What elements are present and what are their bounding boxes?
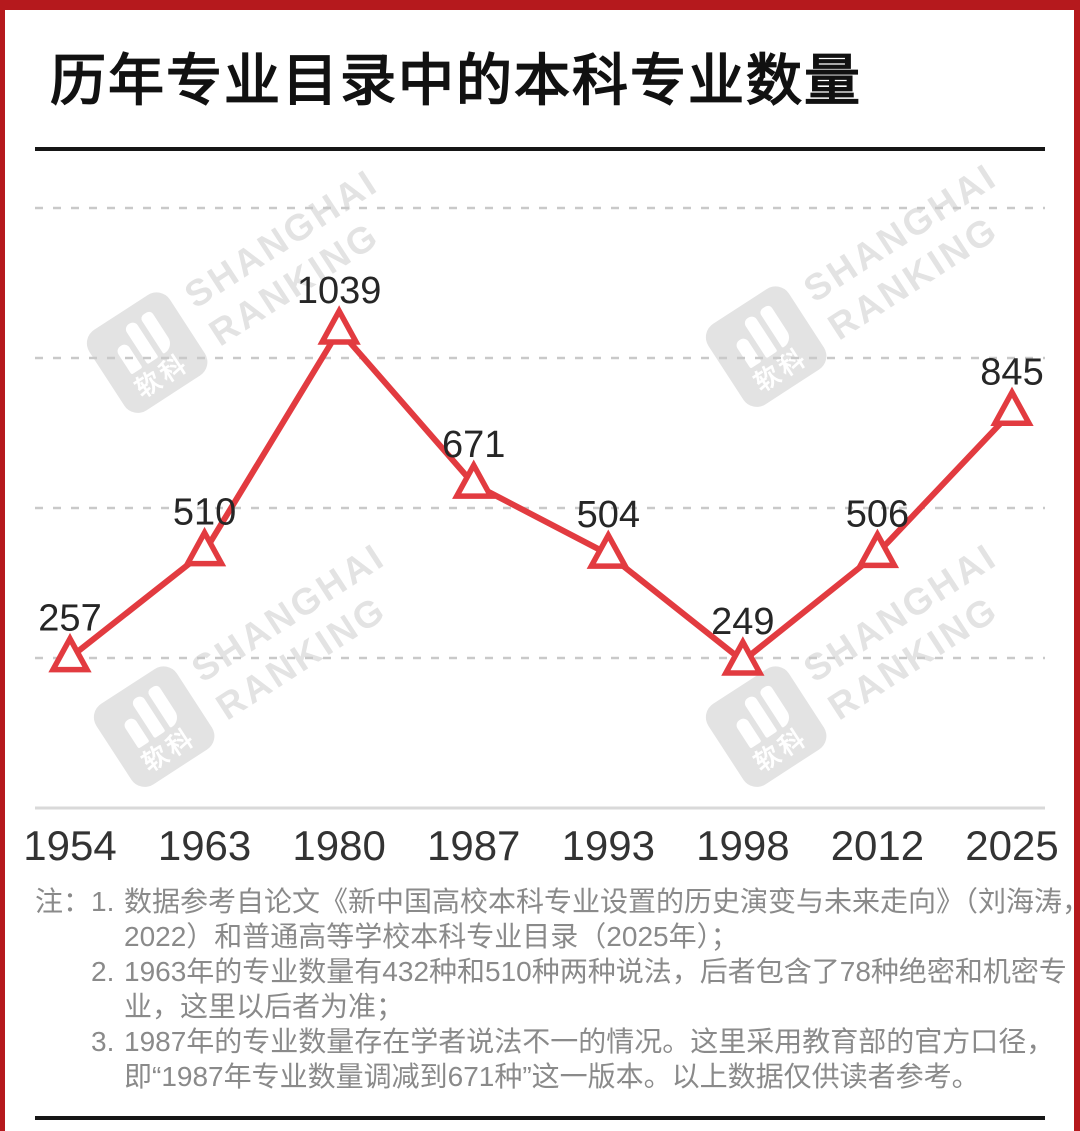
value-label: 845 [980, 351, 1043, 393]
footnote-item: 2. 1963年的专业数量有432种和510种两种说法，后者包含了78种绝密和机密… [91, 954, 1080, 1024]
value-label: 510 [173, 492, 236, 534]
data-marker [586, 529, 630, 569]
value-label: 506 [846, 493, 909, 535]
x-tick-label: 1954 [23, 822, 116, 869]
x-tick-label: 1980 [292, 822, 385, 869]
data-marker [721, 636, 765, 676]
data-marker [317, 305, 361, 345]
footnote-item: 1. 数据参考自论文《新中国高校本科专业设置的历史演变与未来走向》（刘海涛，202… [91, 884, 1080, 954]
footnotes: 注： 1. 数据参考自论文《新中国高校本科专业设置的历史演变与未来走向》（刘海涛，… [35, 884, 1080, 1094]
x-tick-label: 1993 [562, 822, 655, 869]
notes-prefix: 注： [35, 886, 92, 917]
footnote-text: 数据参考自论文《新中国高校本科专业设置的历史演变与未来走向》（刘海涛，2022）… [124, 886, 1080, 952]
x-tick-label: 1963 [158, 822, 251, 869]
value-label: 671 [442, 424, 505, 466]
title-divider [35, 147, 1045, 151]
x-tick-label: 2025 [965, 822, 1058, 869]
value-label: 257 [38, 598, 101, 640]
x-tick-label: 1998 [696, 822, 789, 869]
value-label: 504 [577, 494, 640, 536]
top-red-band [0, 0, 1080, 10]
x-tick-label: 1987 [427, 822, 520, 869]
right-red-border [1074, 0, 1080, 1131]
value-label: 249 [711, 601, 774, 643]
data-marker [48, 632, 92, 673]
value-label: 1039 [297, 270, 382, 312]
line-chart: 257 1954 510 1963 1039 1980 671 1987 504 1993 249 1… [23, 206, 1059, 869]
footnote-item: 3. 1987年的专业数量存在学者说法不一的情况。这里采用教育部的官方口径，即“1… [91, 1024, 1080, 1094]
x-tick-label: 2012 [831, 822, 924, 869]
bottom-divider [35, 1116, 1045, 1120]
data-marker [855, 528, 900, 569]
footnote-text: 1987年的专业数量存在学者说法不一的情况。这里采用教育部的官方口径，即“198… [124, 1026, 1055, 1092]
footnote-number: 3. [91, 1026, 115, 1057]
data-marker [182, 526, 227, 567]
footnote-text: 1963年的专业数量有432种和510种两种说法，后者包含了78种绝密和机密专业… [124, 956, 1067, 1022]
footnote-list: 1. 数据参考自论文《新中国高校本科专业设置的历史演变与未来走向》（刘海涛，202… [91, 884, 1080, 1094]
page-title: 历年专业目录中的本科专业数量 [50, 49, 862, 112]
data-line [68, 324, 1015, 665]
data-marker [452, 459, 496, 499]
data-marker [990, 386, 1034, 427]
footnote-number: 1. [91, 886, 115, 917]
left-red-border [0, 0, 5, 1131]
footnote-number: 2. [91, 956, 115, 987]
